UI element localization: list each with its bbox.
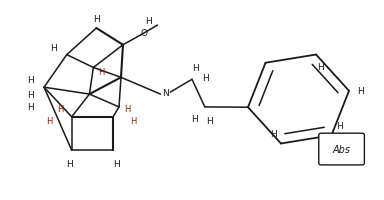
Text: H: H	[318, 63, 324, 72]
Text: O: O	[140, 29, 147, 38]
Text: H: H	[57, 105, 63, 114]
Text: H: H	[336, 121, 343, 130]
Text: H: H	[270, 129, 276, 138]
Text: H: H	[27, 103, 34, 112]
Text: H: H	[202, 73, 209, 82]
Text: H: H	[192, 115, 198, 124]
Text: H: H	[46, 117, 52, 126]
Text: H: H	[192, 64, 199, 73]
Text: H: H	[145, 17, 152, 25]
Text: Abs: Abs	[333, 144, 351, 154]
Text: H: H	[206, 117, 213, 126]
Text: H: H	[358, 87, 364, 96]
Text: H: H	[130, 117, 136, 126]
Text: H: H	[98, 68, 104, 77]
Text: H: H	[124, 105, 130, 114]
Text: H: H	[66, 159, 73, 168]
FancyBboxPatch shape	[319, 134, 364, 165]
Text: H: H	[27, 75, 34, 84]
Text: H: H	[113, 159, 119, 168]
Text: H: H	[51, 44, 57, 53]
Text: H: H	[27, 90, 34, 99]
Text: H: H	[93, 15, 100, 24]
Text: N: N	[162, 88, 169, 97]
